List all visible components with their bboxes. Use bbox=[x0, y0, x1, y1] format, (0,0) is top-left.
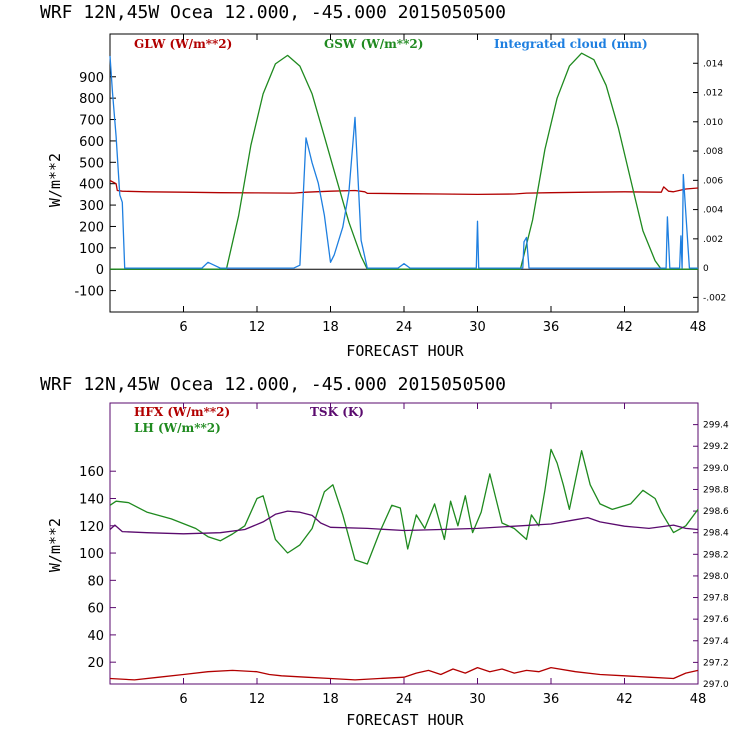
top-y-axis-label: W/m**2 bbox=[46, 153, 64, 207]
bottom-y2-tick-label: 298.6 bbox=[703, 507, 729, 517]
top-y-tick-label: 0 bbox=[96, 263, 104, 278]
legend-cloud: Integrated cloud (mm) bbox=[494, 37, 648, 51]
bottom-y2-tick-label: 298.2 bbox=[703, 550, 729, 560]
top-chart: WRF 12N,45W Ocea 12.000, -45.000 2015050… bbox=[40, 2, 726, 360]
top-x-tick-label: 18 bbox=[322, 320, 339, 335]
top-x-axis-label: FORECAST HOUR bbox=[346, 342, 464, 360]
top-y-tick-label: 700 bbox=[79, 114, 104, 129]
top-y-tick-label: 600 bbox=[79, 135, 104, 150]
bottom-x-tick-label: 42 bbox=[616, 692, 633, 707]
top-y-tick-label: 400 bbox=[79, 178, 104, 193]
bottom-y2-tick-label: 297.2 bbox=[703, 658, 729, 668]
bottom-y-tick-label: 20 bbox=[87, 656, 104, 671]
top-y2-tick-label: .004 bbox=[703, 206, 723, 216]
top-series-line-1 bbox=[110, 52, 698, 270]
top-x-tick-label: 48 bbox=[690, 320, 707, 335]
top-y-tick-label: 200 bbox=[79, 220, 104, 235]
top-x-tick-label: 24 bbox=[396, 320, 413, 335]
bottom-x-tick-label: 30 bbox=[469, 692, 486, 707]
top-y2-tick-label: .010 bbox=[703, 118, 723, 128]
top-x-tick-label: 36 bbox=[543, 320, 560, 335]
bottom-y2-tick-label: 299.4 bbox=[703, 421, 729, 431]
bottom-chart-title: WRF 12N,45W Ocea 12.000, -45.000 2015050… bbox=[40, 374, 506, 395]
bottom-x-tick-label: 24 bbox=[396, 692, 413, 707]
legend-hfx: HFX (W/m**2) bbox=[134, 405, 230, 419]
top-y-tick-label: 100 bbox=[79, 242, 104, 257]
top-y-tick-label: 900 bbox=[79, 71, 104, 86]
bottom-x-tick-label: 18 bbox=[322, 692, 339, 707]
top-y2-tick-label: .014 bbox=[703, 59, 723, 69]
legend-glw: GLW (W/m**2) bbox=[134, 37, 232, 51]
bottom-y-tick-label: 140 bbox=[79, 492, 104, 507]
bottom-x-tick-label: 48 bbox=[690, 692, 707, 707]
bottom-chart: WRF 12N,45W Ocea 12.000, -45.000 2015050… bbox=[40, 374, 729, 729]
bottom-y2-tick-label: 299.0 bbox=[703, 464, 729, 474]
bottom-y2-tick-label: 297.8 bbox=[703, 594, 729, 604]
bottom-y2-tick-label: 298.0 bbox=[703, 572, 729, 582]
bottom-y2-tick-label: 298.8 bbox=[703, 485, 729, 495]
top-series-line-2 bbox=[109, 55, 698, 269]
top-x-tick-label: 6 bbox=[179, 320, 187, 335]
legend-lh: LH (W/m**2) bbox=[134, 421, 221, 435]
bottom-series-line-2 bbox=[109, 510, 699, 535]
top-series-line-0 bbox=[109, 179, 699, 196]
bottom-y2-tick-label: 299.2 bbox=[703, 442, 729, 452]
bottom-plot-frame bbox=[109, 402, 699, 685]
top-y-tick-label: 500 bbox=[79, 156, 104, 171]
bottom-y-tick-label: 80 bbox=[87, 574, 104, 589]
bottom-y2-tick-label: 297.6 bbox=[703, 615, 729, 625]
top-y2-tick-label: -.002 bbox=[703, 293, 726, 303]
bottom-series-line-1 bbox=[109, 448, 699, 565]
bottom-y-tick-label: 160 bbox=[79, 465, 104, 480]
top-x-tick-label: 12 bbox=[249, 320, 266, 335]
bottom-y2-tick-label: 297.0 bbox=[703, 680, 729, 690]
top-y-tick-label: 800 bbox=[79, 92, 104, 107]
top-y2-tick-label: 0 bbox=[703, 264, 709, 274]
top-y2-tick-label: .008 bbox=[703, 147, 723, 157]
bottom-y-tick-label: 100 bbox=[79, 547, 104, 562]
legend-tsk: TSK (K) bbox=[310, 405, 364, 419]
top-x-tick-label: 30 bbox=[469, 320, 486, 335]
top-y-tick-label: -100 bbox=[74, 285, 104, 300]
bottom-series-line-0 bbox=[109, 666, 699, 681]
bottom-x-tick-label: 6 bbox=[179, 692, 187, 707]
top-y-tick-label: 300 bbox=[79, 199, 104, 214]
bottom-x-tick-label: 36 bbox=[543, 692, 560, 707]
bottom-x-axis-label: FORECAST HOUR bbox=[346, 711, 464, 729]
bottom-x-tick-label: 12 bbox=[249, 692, 266, 707]
top-y2-tick-label: .002 bbox=[703, 235, 723, 245]
bottom-y-tick-label: 60 bbox=[87, 602, 104, 617]
bottom-y2-tick-label: 297.4 bbox=[703, 637, 729, 647]
top-chart-title: WRF 12N,45W Ocea 12.000, -45.000 2015050… bbox=[40, 2, 506, 23]
bottom-y-tick-label: 120 bbox=[79, 520, 104, 535]
legend-gsw: GSW (W/m**2) bbox=[324, 37, 423, 51]
top-x-tick-label: 42 bbox=[616, 320, 633, 335]
top-y2-tick-label: .006 bbox=[703, 176, 723, 186]
bottom-y2-tick-label: 298.4 bbox=[703, 529, 729, 539]
top-plot-frame bbox=[109, 33, 699, 313]
bottom-y-tick-label: 40 bbox=[87, 629, 104, 644]
bottom-y-axis-label: W/m**2 bbox=[46, 518, 64, 572]
top-y2-tick-label: .012 bbox=[703, 89, 723, 99]
